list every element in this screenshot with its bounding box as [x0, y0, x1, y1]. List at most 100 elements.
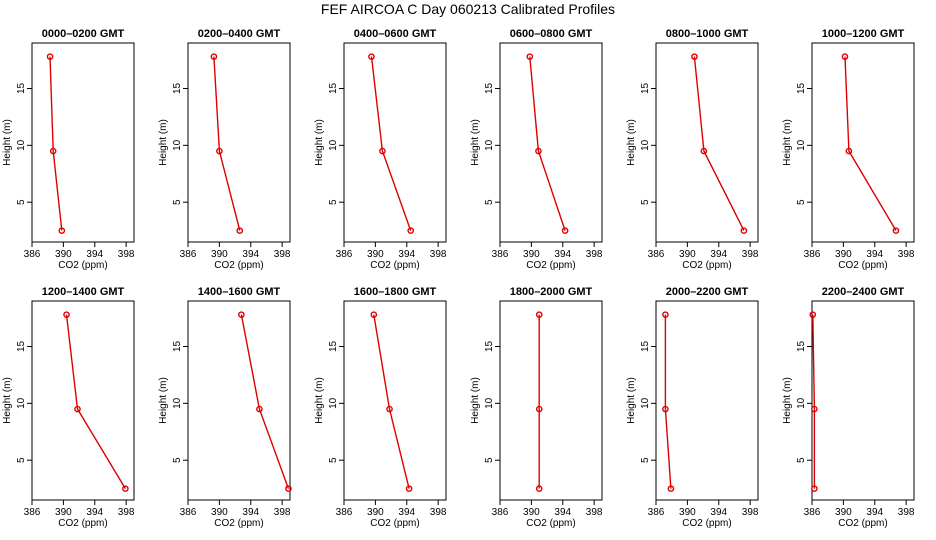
data-point — [407, 227, 414, 234]
x-tick-label: 390 — [367, 249, 384, 260]
data-point — [841, 53, 849, 60]
plot-frame — [655, 300, 759, 501]
x-tick-label: 398 — [274, 249, 291, 260]
data-point — [662, 405, 669, 413]
x-axis-label: CO2 (ppm) — [682, 260, 731, 271]
profile-line — [373, 314, 410, 489]
data-point — [368, 53, 375, 60]
profile-line — [844, 56, 897, 231]
x-tick-label: 398 — [274, 507, 291, 518]
x-tick-label: 394 — [242, 249, 259, 260]
x-tick-label: 386 — [180, 507, 197, 518]
x-tick-label: 394 — [866, 249, 883, 260]
panel-title: 0800–1000 GMT — [666, 28, 749, 40]
data-point — [63, 311, 70, 318]
y-tick-label: 15 — [328, 82, 339, 94]
x-axis-label: CO2 (ppm) — [214, 260, 263, 271]
x-tick-label: 386 — [648, 507, 665, 518]
panel-5: 0800–1000 GMT 386 390 394 398 5 10 15 CO2 (ppm) H… — [626, 28, 759, 271]
y-tick-label: 10 — [640, 139, 651, 151]
x-axis-label: CO2 (ppm) — [370, 518, 419, 529]
y-tick-label: 15 — [640, 340, 651, 352]
data-point — [238, 311, 245, 318]
panel-9: 1600–1800 GMT 386 390 394 398 5 10 15 CO2 (ppm) H… — [314, 286, 447, 529]
y-tick-label: 10 — [796, 397, 807, 409]
y-tick-label: 15 — [328, 340, 339, 352]
x-tick-label: 394 — [86, 507, 103, 518]
x-tick-label: 390 — [55, 249, 72, 260]
data-point — [370, 311, 378, 318]
y-tick-label: 10 — [484, 397, 495, 409]
x-tick-label: 386 — [804, 249, 821, 260]
y-tick-label: 10 — [16, 397, 27, 409]
x-tick-label: 386 — [24, 507, 41, 518]
x-tick-label: 398 — [898, 507, 915, 518]
y-axis-label: Height (m) — [2, 119, 13, 166]
y-tick-label: 5 — [484, 199, 495, 205]
profile-line — [693, 56, 745, 231]
y-tick-label: 15 — [16, 340, 27, 352]
y-axis-label: Height (m) — [314, 119, 325, 166]
x-tick-label: 386 — [24, 249, 41, 260]
y-tick-label: 10 — [796, 139, 807, 151]
plot-frame — [31, 42, 135, 243]
panel-11: 2000–2200 GMT 386 390 394 398 5 10 15 CO2 (ppm) H… — [626, 286, 759, 529]
x-tick-label: 398 — [586, 249, 603, 260]
panel-title: 0400–0600 GMT — [354, 28, 437, 40]
panel-4: 0600–0800 GMT 386 390 394 398 5 10 15 CO2 (ppm) H… — [470, 28, 603, 271]
x-tick-label: 390 — [679, 507, 696, 518]
x-tick-label: 394 — [398, 249, 415, 260]
plot-frame — [187, 42, 291, 243]
y-tick-label: 5 — [796, 457, 807, 463]
data-point — [535, 147, 542, 155]
x-tick-label: 390 — [367, 507, 384, 518]
data-point — [667, 485, 675, 492]
plot-frame — [31, 300, 135, 501]
x-tick-label: 394 — [398, 507, 415, 518]
x-tick-label: 394 — [86, 249, 103, 260]
y-tick-label: 15 — [16, 82, 27, 94]
y-axis-label: Height (m) — [782, 119, 793, 166]
data-point — [561, 227, 569, 234]
x-tick-label: 386 — [804, 507, 821, 518]
y-axis-label: Height (m) — [470, 377, 481, 424]
x-axis-label: CO2 (ppm) — [370, 260, 419, 271]
plot-frame — [811, 42, 915, 243]
y-tick-label: 5 — [328, 457, 339, 463]
x-tick-label: 394 — [554, 507, 571, 518]
x-tick-label: 390 — [679, 249, 696, 260]
plot-frame — [499, 42, 603, 243]
data-point — [740, 227, 748, 234]
x-tick-label: 386 — [180, 249, 197, 260]
data-point — [122, 485, 129, 492]
profile-line — [49, 56, 63, 231]
plot-frame — [499, 300, 603, 501]
x-tick-label: 386 — [336, 507, 353, 518]
plot-frame — [811, 300, 915, 501]
data-point — [49, 147, 57, 155]
data-point — [285, 485, 292, 492]
panel-title: 2000–2200 GMT — [666, 286, 749, 298]
x-tick-label: 398 — [430, 249, 447, 260]
data-point — [892, 227, 900, 234]
data-point — [216, 147, 223, 155]
y-tick-label: 5 — [328, 199, 339, 205]
figure-title: FEF AIRCOA C Day 060213 Calibrated Profi… — [320, 1, 616, 17]
y-tick-label: 5 — [640, 457, 651, 463]
x-tick-label: 398 — [742, 507, 759, 518]
y-tick-label: 5 — [796, 199, 807, 205]
x-tick-label: 390 — [55, 507, 72, 518]
panel-7: 1200–1400 GMT 386 390 394 398 5 10 15 CO2 (ppm) H… — [2, 286, 135, 529]
panel-2: 0200–0400 GMT 386 390 394 398 5 10 15 CO2 (ppm) H… — [158, 28, 291, 271]
x-axis-label: CO2 (ppm) — [526, 260, 575, 271]
panel-1: 0000–0200 GMT 386 390 394 398 5 10 15 CO2 (ppm) H… — [2, 28, 135, 271]
x-tick-label: 386 — [336, 249, 353, 260]
profile-line — [240, 314, 290, 489]
y-tick-label: 5 — [172, 199, 183, 205]
panel-3: 0400–0600 GMT 386 390 394 398 5 10 15 CO2 (ppm) H… — [314, 28, 447, 271]
x-tick-label: 390 — [523, 507, 540, 518]
panel-title: 1400–1600 GMT — [198, 286, 281, 298]
profile-line — [812, 314, 816, 489]
x-axis-label: CO2 (ppm) — [214, 518, 263, 529]
y-tick-label: 5 — [640, 199, 651, 205]
